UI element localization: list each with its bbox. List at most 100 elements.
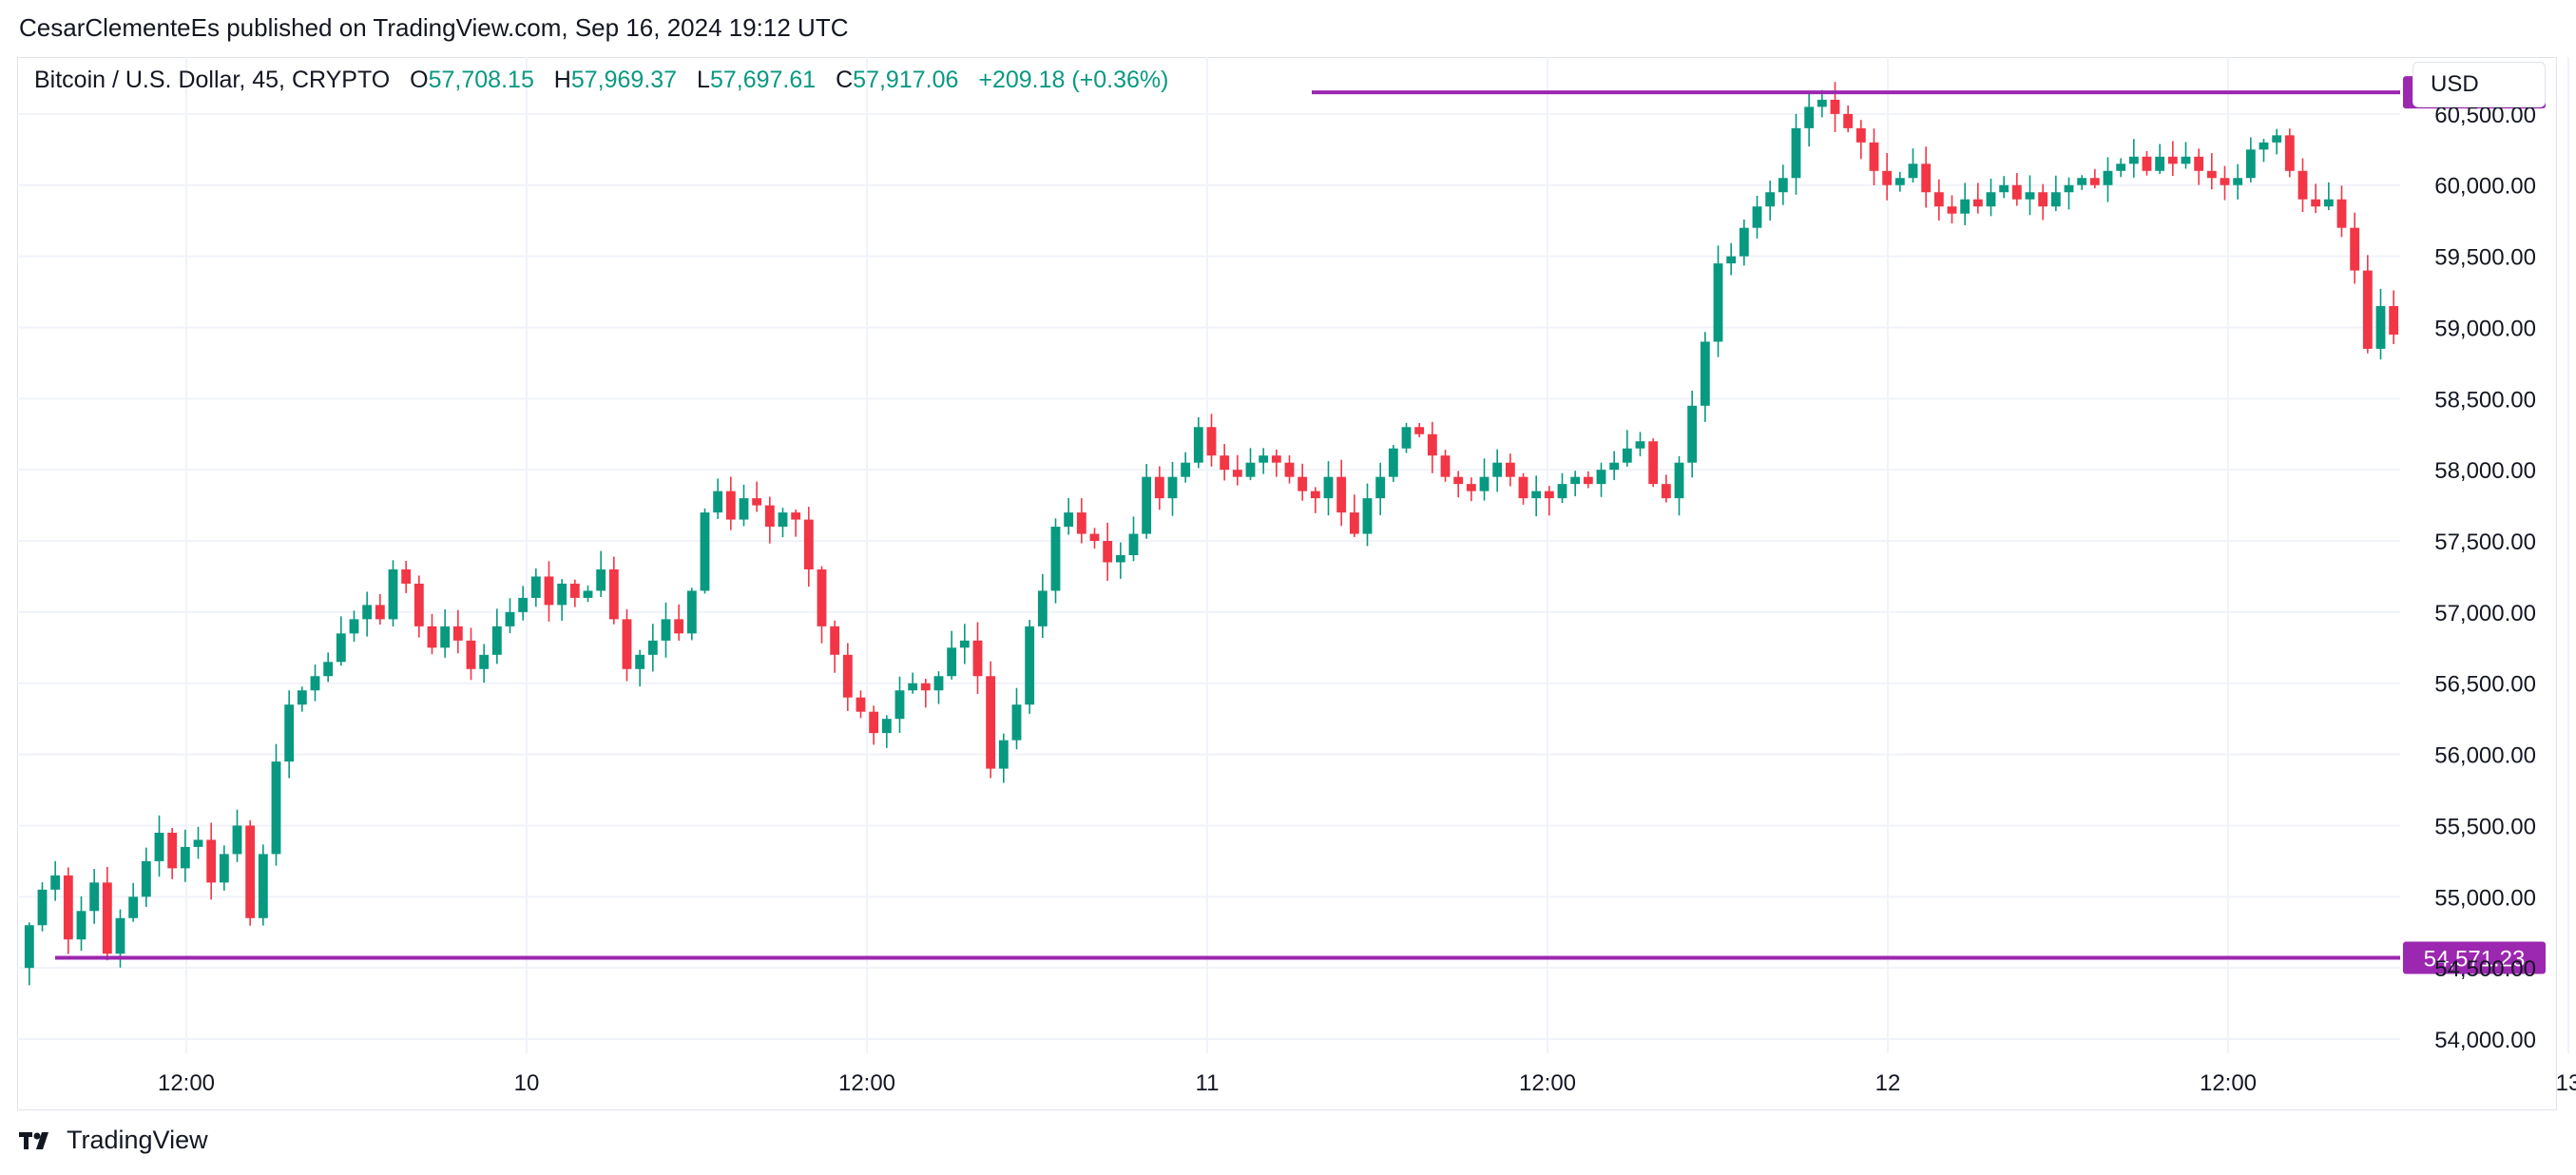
candle-body	[167, 832, 178, 869]
candle-body	[2142, 156, 2152, 171]
candle-body	[608, 568, 619, 620]
y-tick-label: 57,000.00	[2434, 601, 2536, 626]
candle-body	[1259, 455, 1269, 463]
candle-body	[310, 676, 320, 691]
candle-body	[830, 626, 840, 655]
candle-body	[2297, 170, 2308, 200]
candle-body	[1388, 448, 1398, 477]
candle-body	[1142, 476, 1152, 534]
candle-body	[583, 590, 593, 598]
candle-body	[1310, 491, 1320, 499]
candle-body	[76, 911, 87, 940]
candle-body	[2272, 135, 2282, 143]
candle-body	[1791, 127, 1801, 179]
candle-body	[2103, 170, 2113, 185]
candle-body	[933, 676, 944, 691]
candle-body	[842, 654, 853, 698]
candle-body	[50, 875, 61, 890]
candle-body	[284, 704, 295, 762]
candle-body	[2323, 199, 2334, 207]
candle-body	[1076, 512, 1086, 534]
y-tick-label: 57,500.00	[2434, 530, 2536, 555]
candle-body	[1999, 184, 2009, 193]
candle-body	[1596, 470, 1606, 485]
tradingview-logo-icon	[19, 1131, 48, 1149]
candle-body	[2167, 156, 2178, 164]
candle-body	[530, 576, 541, 598]
candle-body	[2375, 306, 2386, 349]
candle-body	[1271, 455, 1281, 463]
candle-body	[479, 654, 490, 669]
candle-body	[686, 590, 697, 634]
candle-body	[1453, 476, 1464, 485]
candle-body	[89, 882, 100, 912]
candle-body	[2259, 142, 2269, 150]
candle-body	[349, 619, 359, 634]
candle-body	[1908, 164, 1918, 179]
candle-body	[37, 889, 48, 926]
x-tick-label: 12:00	[838, 1070, 895, 1096]
candle-body	[1349, 512, 1359, 534]
candle-body	[1843, 113, 1854, 128]
x-tick-label: 12	[1875, 1070, 1901, 1096]
candle-body	[1869, 142, 1879, 171]
candle-body	[881, 719, 892, 734]
candle-body	[180, 846, 190, 869]
chart-frame	[17, 57, 2557, 1110]
candle-body	[544, 576, 554, 606]
candle-body	[1167, 476, 1178, 499]
candle-body	[1466, 484, 1476, 491]
candle-body	[1181, 462, 1191, 477]
candle-body	[1739, 227, 1749, 257]
low-label: L	[697, 67, 710, 93]
candle-body	[1492, 462, 1503, 477]
candle-body	[1037, 590, 1048, 626]
candle-body	[2233, 178, 2243, 185]
candle-body	[1778, 178, 1788, 193]
candle-body	[297, 690, 307, 705]
open-value: 57,708.15	[428, 67, 534, 93]
candle-body	[232, 825, 242, 855]
x-tick-label: 12:00	[1519, 1070, 1576, 1096]
candle-body	[466, 640, 476, 669]
candle-body	[1972, 199, 1983, 207]
candle-body	[2220, 178, 2230, 185]
candle-body	[1531, 491, 1542, 499]
candle-body	[1103, 541, 1113, 563]
candle-body	[1882, 170, 1893, 185]
footer-brand[interactable]: TradingView	[19, 1126, 208, 1155]
candle-body	[2116, 164, 2126, 171]
candle-body	[1855, 127, 1866, 143]
currency-button[interactable]: USD	[2413, 62, 2546, 107]
candle-body	[635, 654, 645, 669]
candle-body	[1804, 106, 1815, 128]
change-value: +209.18 (+0.36%)	[978, 67, 1169, 93]
candle-body	[2362, 270, 2373, 349]
candle-body	[1557, 484, 1567, 499]
candle-body	[1960, 199, 1970, 214]
candle-body	[141, 860, 151, 897]
candle-body	[2389, 306, 2399, 335]
candle-body	[491, 626, 502, 655]
candle-body	[505, 611, 515, 626]
candle-body	[1479, 476, 1490, 491]
candle-body	[1687, 405, 1698, 463]
candle-body	[1518, 476, 1528, 499]
x-tick-label: 12:00	[158, 1070, 215, 1096]
candle-body	[1505, 462, 1515, 477]
x-tick-label: 10	[514, 1070, 540, 1096]
candle-body	[2206, 170, 2217, 179]
candle-body	[725, 491, 736, 520]
candle-body	[2245, 149, 2256, 179]
candle-body	[1830, 99, 1840, 114]
candle-body	[1583, 476, 1593, 485]
candle-body	[1115, 555, 1125, 563]
candle-body	[920, 683, 931, 691]
symbol-name: Bitcoin / U.S. Dollar, 45, CRYPTO	[34, 67, 391, 93]
candle-body	[115, 917, 125, 954]
candle-body	[2050, 192, 2061, 207]
candle-body	[647, 640, 658, 655]
candle-body	[1375, 476, 1386, 499]
candle-body	[1440, 455, 1451, 477]
